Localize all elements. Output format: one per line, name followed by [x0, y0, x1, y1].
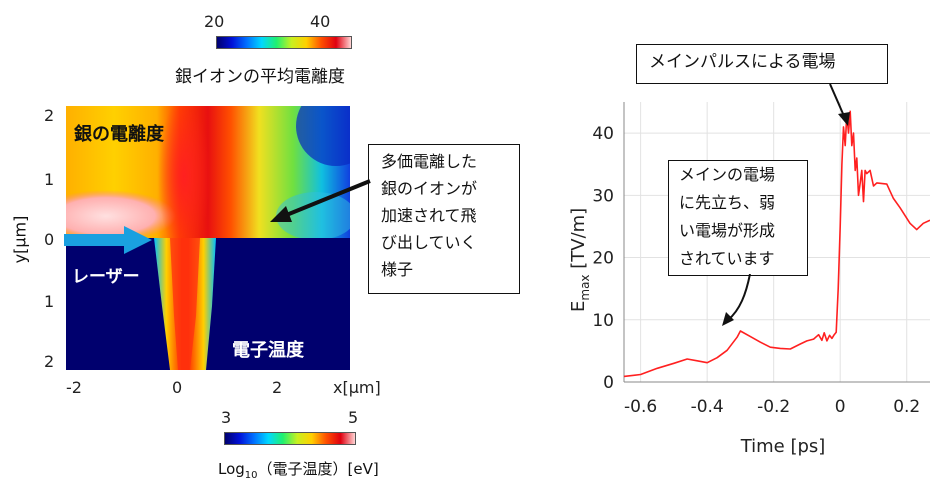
colorbar-top-title: 銀イオンの平均電離度	[175, 67, 345, 87]
x-tick-label: -0.4	[691, 397, 724, 417]
callout-main-arrow-icon	[829, 84, 850, 126]
left-y-tick: 1	[44, 170, 55, 189]
left-y-tick: 1	[44, 292, 55, 311]
left-y-axis-label: y[μm]	[10, 215, 30, 264]
callout-pre-arrow-icon	[722, 274, 751, 326]
ion-annotation-line: 加速されて飛	[381, 206, 477, 225]
region-label-laser: レーザー	[72, 267, 140, 287]
colorbar-bottom-title-rest: （電子温度）[eV]	[257, 460, 379, 478]
region-label-ionization: 銀の電離度	[74, 124, 164, 145]
colorbar-bottom-title-sub: 10	[244, 470, 258, 481]
x-tick-label: -0.6	[624, 397, 657, 417]
y-tick-label: 20	[592, 249, 614, 269]
x-tick-label: 0.2	[893, 397, 920, 417]
ion-annotation-line: 銀のイオンが	[381, 179, 478, 198]
colorbar-top-min-label: 20	[204, 12, 225, 31]
ion-annotation-box: 多価電離した 銀のイオンが 加速されて飛 び出していく 様子	[368, 144, 520, 294]
ion-annotation-line: 多価電離した	[381, 152, 478, 171]
y-tick-label: 0	[603, 373, 614, 393]
callout-pre-line: メインの電場	[679, 165, 776, 184]
ion-annotation-line: 様子	[381, 260, 414, 279]
left-x-axis-label: x[μm]	[333, 378, 381, 397]
x-axis-title: Time [ps]	[740, 436, 826, 457]
callout-pre-line: されています	[679, 249, 775, 268]
y-tick-label: 10	[592, 311, 614, 331]
left-x-tick: -2	[66, 378, 82, 397]
colorbar-ionization	[216, 36, 352, 49]
y-tick-label: 30	[592, 186, 614, 206]
callout-pre-line: い電場が形成	[679, 221, 776, 240]
y-axis-title: Emax [TV/m]	[568, 208, 592, 312]
colorbar-bottom-max-label: 5	[348, 408, 359, 427]
left-y-tick: 2	[44, 352, 55, 371]
x-tick-label: -0.2	[757, 397, 790, 417]
colorbar-bottom-min-label: 3	[221, 408, 232, 427]
left-x-tick: 0	[172, 378, 183, 397]
colorbar-temperature	[224, 432, 356, 445]
laser-arrow-icon	[64, 226, 152, 254]
colorbar-bottom-title-log: Log	[218, 460, 245, 478]
callout-pre-line: に先立ち、弱	[679, 193, 776, 212]
left-y-tick: 0	[44, 230, 55, 249]
ionization-temperature-map	[66, 106, 350, 370]
ion-annotation-arrow-icon	[270, 179, 371, 222]
ion-annotation-line: び出していく	[381, 233, 477, 252]
y-tick-label: 40	[592, 124, 614, 144]
region-label-temperature: 電子温度	[232, 340, 304, 361]
callout-main-pulse: メインパルスによる電場	[636, 44, 888, 84]
x-tick-label: 0	[835, 397, 846, 417]
efield-series-line	[623, 110, 930, 378]
colorbar-top-max-label: 40	[310, 12, 331, 31]
colorbar-bottom-title: Log10（電子温度）[eV]	[218, 458, 379, 481]
left-x-tick: 2	[272, 378, 283, 397]
callout-pre-field: メインの電場 に先立ち、弱 い電場が形成 されています	[668, 160, 808, 276]
left-y-tick: 2	[44, 106, 55, 125]
